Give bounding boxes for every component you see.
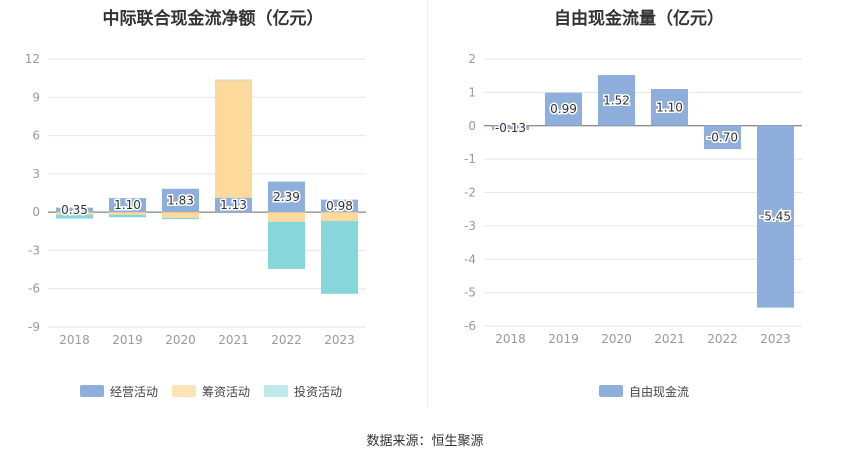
- left-chart-title: 中际联合现金流净额（亿元）: [102, 9, 324, 29]
- right-chart-y-tick-label: -3: [464, 219, 476, 233]
- left-chart-bar-0-2021: [214, 197, 253, 213]
- right-chart-title: 自由现金流量（亿元）: [554, 9, 724, 29]
- right-chart-y-tick-label: -2: [464, 186, 476, 200]
- left-chart-x-tick-label: 2022: [271, 333, 302, 347]
- legend-swatch-financing: [172, 385, 197, 397]
- right-chart-data-label: 1.52: [603, 93, 630, 107]
- right-chart-y-tick-label: -6: [464, 319, 476, 333]
- legend-item-investing[interactable]: 投资活动: [264, 383, 342, 400]
- left-chart-y-tick-label: 0: [32, 205, 40, 219]
- left-chart-y-tick-label: -6: [28, 282, 40, 296]
- left-chart-x-tick-label: 2023: [324, 333, 355, 347]
- legend-swatch-operating: [80, 385, 104, 397]
- left-chart-bar-1-2018: [55, 212, 94, 215]
- left-chart-bar-0-2020: [161, 188, 200, 213]
- left-chart-bar-2-2021: [214, 79, 253, 81]
- left-chart-y-tick-label: 3: [32, 167, 40, 181]
- left-chart-bar-1-2022: [267, 212, 306, 222]
- right-chart-x-tick-label: 2020: [601, 332, 632, 346]
- right-chart-bar-0-2023: [756, 125, 795, 308]
- left-chart-y-tick-label: 6: [32, 129, 40, 143]
- left-legend: 经营活动 筹资活动 投资活动: [80, 382, 356, 400]
- legend-label-free-cash-flow: 自由现金流: [629, 384, 690, 399]
- legend-swatch-free-cash-flow: [599, 385, 623, 397]
- left-chart-data-label: 0.35: [61, 203, 88, 217]
- left-chart-data-label: 0.98: [326, 199, 353, 213]
- right-chart-bar-0-2018: [491, 125, 530, 131]
- chart-divider: [427, 0, 428, 408]
- left-chart-data-label: 1.83: [167, 193, 194, 207]
- right-legend: 自由现金流: [599, 382, 703, 400]
- left-chart-y-tick-label: 9: [32, 90, 40, 104]
- right-chart-y-tick-label: -4: [464, 252, 476, 266]
- left-chart-bar-0-2019: [108, 198, 147, 213]
- data-source: 数据来源：恒生聚源: [366, 434, 484, 449]
- right-chart-y-tick-label: -5: [464, 286, 476, 300]
- legend-label-investing: 投资活动: [294, 384, 343, 399]
- right-chart-data-label: 1.10: [656, 100, 683, 114]
- left-chart-bar-0-2023: [320, 199, 359, 213]
- left-chart-x-tick-label: 2020: [165, 333, 196, 347]
- left-chart-bar-0-2018: [55, 207, 94, 213]
- left-chart-bar-1-2019: [108, 212, 147, 215]
- right-chart-y-tick-label: -1: [464, 152, 476, 166]
- right-chart-bar-0-2022: [703, 125, 742, 150]
- right-chart-x-tick-label: 2022: [707, 332, 738, 346]
- right-chart-y-tick-label: 2: [468, 52, 476, 66]
- left-chart-y-tick-label: -3: [28, 243, 40, 257]
- left-chart-bar-2-2022: [267, 221, 306, 269]
- left-chart-data-label: 2.39: [273, 190, 300, 204]
- right-chart-data-label: 0.99: [550, 102, 577, 116]
- left-chart-bar-2-2020: [161, 217, 200, 220]
- left-chart-y-tick-label: 12: [25, 52, 40, 66]
- left-chart-y-tick-label: -9: [28, 320, 40, 334]
- legend-label-operating: 经营活动: [110, 384, 159, 399]
- right-chart-x-tick-label: 2018: [495, 332, 526, 346]
- right-chart-data-label: -0.13: [495, 121, 526, 135]
- right-chart-bar-0-2021: [650, 89, 689, 126]
- right-chart-x-tick-label: 2019: [548, 332, 579, 346]
- left-chart-x-tick-label: 2021: [218, 333, 249, 347]
- right-chart-x-tick-label: 2023: [760, 332, 791, 346]
- legend-item-free-cash-flow[interactable]: 自由现金流: [599, 383, 689, 400]
- legend-label-financing: 筹资活动: [202, 384, 251, 399]
- left-chart-bar-2-2018: [55, 214, 94, 219]
- right-chart-data-label: -5.45: [760, 210, 791, 224]
- left-chart-data-label: 1.13: [220, 198, 247, 212]
- left-chart-bar-0-2022: [267, 181, 306, 213]
- legend-swatch-investing: [264, 385, 289, 397]
- legend-item-operating[interactable]: 经营活动: [80, 383, 158, 400]
- right-chart-data-label: -0.70: [707, 130, 738, 144]
- legend-item-financing[interactable]: 筹资活动: [172, 383, 250, 400]
- right-chart-x-tick-label: 2021: [654, 332, 685, 346]
- left-chart-bar-1-2023: [320, 212, 359, 222]
- right-chart-y-tick-label: 1: [468, 85, 476, 99]
- right-chart-bar-0-2020: [597, 75, 636, 126]
- left-chart-data-label: 1.10: [114, 198, 141, 212]
- left-chart-bar-2-2019: [108, 214, 147, 218]
- right-chart-bar-0-2019: [544, 92, 583, 126]
- left-chart-x-tick-label: 2018: [59, 333, 90, 347]
- right-chart-y-tick-label: 0: [468, 119, 476, 133]
- left-chart-x-tick-label: 2019: [112, 333, 143, 347]
- left-chart-bar-2-2023: [320, 221, 359, 294]
- left-chart-bar-1-2020: [161, 212, 200, 218]
- left-chart-bar-1-2021: [214, 80, 253, 198]
